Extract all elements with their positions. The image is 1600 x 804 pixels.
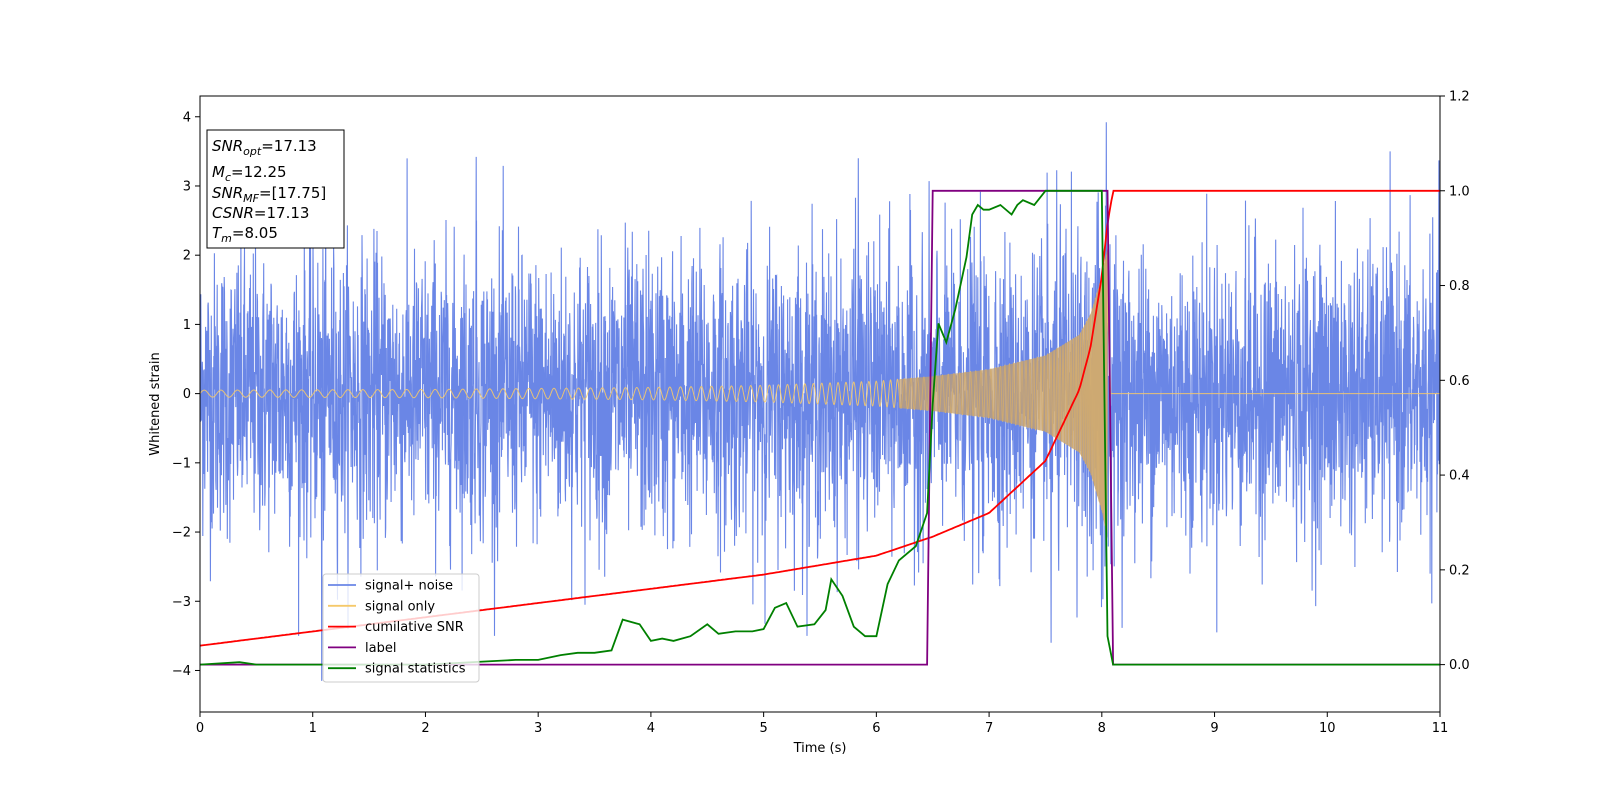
y-tick-label: 2 <box>183 249 191 264</box>
y2-tick-label: 0.2 <box>1449 563 1470 578</box>
annotation-value: =12.25 <box>231 163 287 181</box>
annotation-subscript: m <box>221 232 232 245</box>
y2-tick-label: 0.8 <box>1449 279 1470 294</box>
plot-frame <box>199 95 1441 713</box>
y-tick-label: −3 <box>172 595 191 610</box>
legend: signal+ noise signal only cumilative SNR la… <box>322 573 480 683</box>
annotation-line: CSNR=17.13 <box>212 204 309 222</box>
y-tick-label: −2 <box>172 526 191 541</box>
x-tick-label: 10 <box>1319 721 1336 736</box>
annotation-symbol: CSNR <box>212 204 254 222</box>
legend-label: signal statistics <box>365 662 466 677</box>
y2-tick-label: 0.6 <box>1449 374 1470 389</box>
series-signal-noise <box>200 122 1440 681</box>
y2-tick-label: 1.0 <box>1449 184 1470 199</box>
annotation-line: Tm=8.05 <box>212 224 278 245</box>
x-tick-label: 3 <box>534 721 542 736</box>
series-signal-statistics <box>200 189 1440 666</box>
x-tick-label: 4 <box>647 721 655 736</box>
legend-label: signal+ noise <box>365 579 453 594</box>
x-axis-label: Time (s) <box>793 741 847 756</box>
annotation-line: Mc=12.25 <box>212 163 287 184</box>
y-tick-label: 4 <box>183 110 191 125</box>
annotation-value: =8.05 <box>232 224 278 242</box>
x-tick-label: 2 <box>421 721 429 736</box>
legend-label: label <box>365 641 396 656</box>
x-tick-label: 9 <box>1210 721 1218 736</box>
axes: 0 1 2 3 4 5 6 7 8 9 10 11 −4 −3 −2 −1 0 1 2 3 4 0.0 0.2 0.4 0.6 0… <box>172 90 1470 737</box>
y-axis-label: Whitened strain <box>148 352 163 455</box>
annotation-value: =17.13 <box>261 137 317 155</box>
x-tick-label: 7 <box>985 721 993 736</box>
y2-tick-label: 1.2 <box>1449 90 1470 105</box>
annotation-subscript: opt <box>243 145 262 158</box>
y-tick-label: 0 <box>183 387 191 402</box>
legend-label: signal only <box>365 599 435 614</box>
x-tick-label: 11 <box>1432 721 1449 736</box>
x-tick-label: 1 <box>309 721 317 736</box>
y-tick-label: −4 <box>172 664 191 679</box>
annotation-subscript: c <box>225 171 231 184</box>
series-signal-envelope <box>898 248 1108 540</box>
annotation-value: =[17.75] <box>259 184 326 202</box>
legend-frame <box>322 573 480 683</box>
y-tick-label: −1 <box>172 456 191 471</box>
y-tick-label: 3 <box>183 179 191 194</box>
annotation-symbol: T <box>212 224 223 242</box>
annotation-symbol: M <box>212 163 225 181</box>
annotation-line: SNRMF=[17.75] <box>212 184 326 205</box>
y2-tick-label: 0.0 <box>1449 658 1470 673</box>
annotation-symbol: SNR <box>212 184 243 202</box>
legend-label: cumilative SNR <box>365 620 464 635</box>
annotation-line: SNRopt=17.13 <box>212 137 317 158</box>
y2-tick-label: 0.4 <box>1449 469 1470 484</box>
annotation-subscript: MF <box>243 192 259 205</box>
x-tick-label: 5 <box>759 721 767 736</box>
annotation-value: =17.13 <box>254 204 310 222</box>
annotation-frame <box>206 129 345 249</box>
annotation-symbol: SNR <box>212 137 243 155</box>
x-tick-label: 8 <box>1098 721 1106 736</box>
x-tick-label: 0 <box>196 721 204 736</box>
annotation-box: SNRopt=17.13Mc=12.25SNRMF=[17.75]CSNR=17… <box>206 129 345 249</box>
y-tick-label: 1 <box>183 318 191 333</box>
x-tick-label: 6 <box>872 721 880 736</box>
